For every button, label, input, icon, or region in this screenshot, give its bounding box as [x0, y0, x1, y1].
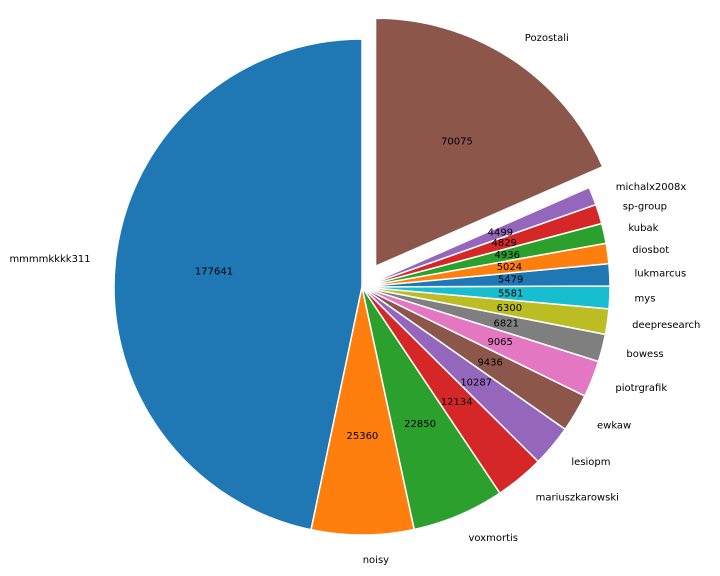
slice-value-ewkaw: 9436	[477, 358, 502, 369]
slice-label-diosbot: diosbot	[632, 245, 669, 256]
slice-label-mys: mys	[635, 294, 656, 305]
slice-value-mariuszkarowski: 12134	[441, 397, 473, 408]
slice-label-mmmmkkkk311: mmmmkkkk311	[9, 254, 90, 265]
slice-value-lesiopm: 10287	[460, 377, 492, 388]
slice-label-sp-group: sp-group	[623, 202, 667, 213]
slice-label-bowess: bowess	[626, 349, 663, 360]
slice-label-noisy: noisy	[363, 555, 389, 566]
slice-label-deepresearch: deepresearch	[632, 320, 700, 331]
slice-label-pozostali: Pozostali	[525, 33, 569, 44]
slice-value-diosbot: 5024	[497, 262, 522, 273]
slice-label-ewkaw: ewkaw	[597, 421, 631, 432]
value-labels: 177641 25360 22850 12134 10287 9436 9065 6821 63…	[195, 137, 523, 442]
slice-label-piotrgrafik: piotrgrafik	[615, 383, 667, 394]
slice-value-piotrgrafik: 9065	[487, 337, 512, 348]
slice-value-mmmmkkkk311: 177641	[195, 267, 233, 278]
slice-value-michalx2008x: 4499	[488, 227, 513, 238]
category-labels: mmmmkkkk311 noisy voxmortis mariuszkarowski…	[9, 33, 700, 566]
slice-value-mys: 5581	[498, 288, 523, 299]
slice-value-bowess: 6821	[493, 319, 518, 330]
slice-label-lukmarcus: lukmarcus	[634, 269, 686, 280]
pie-slice-michalx2008x	[361, 186, 597, 288]
slice-label-lesiopm: lesiopm	[571, 457, 610, 468]
pie-slices	[113, 17, 611, 536]
pie-slice-pozostali	[374, 17, 604, 267]
slice-value-pozostali: 70075	[441, 137, 473, 148]
slice-label-mariuszkarowski: mariuszkarowski	[536, 492, 619, 503]
slice-value-kubak: 4936	[495, 250, 520, 261]
slice-value-lukmarcus: 5479	[498, 275, 523, 286]
slice-label-kubak: kubak	[628, 223, 658, 234]
slice-value-voxmortis: 22850	[404, 419, 436, 430]
slice-label-michalx2008x: michalx2008x	[616, 182, 687, 193]
slice-value-deepresearch: 6300	[497, 303, 522, 314]
pie-slice-mmmmkkkk311	[113, 38, 363, 531]
slice-label-voxmortis: voxmortis	[468, 533, 518, 544]
slice-value-noisy: 25360	[346, 431, 378, 442]
slice-value-sp-group: 4829	[491, 238, 516, 249]
